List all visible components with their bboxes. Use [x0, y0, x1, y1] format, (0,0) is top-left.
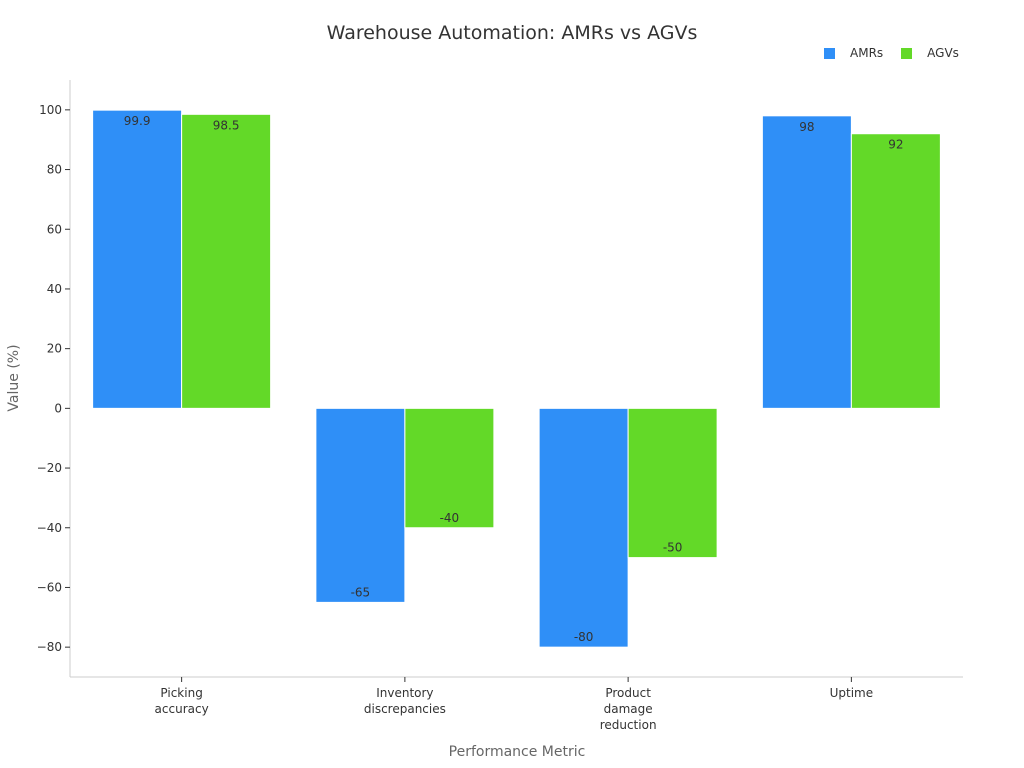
data-label: 98 [799, 120, 814, 134]
x-tick-label: damage [604, 702, 653, 716]
y-tick-label: 0 [54, 401, 62, 415]
y-tick-label: −20 [37, 461, 62, 475]
legend: AMRs AGVs [824, 46, 977, 60]
legend-label: AMRs [850, 46, 884, 60]
y-tick-label: 20 [47, 342, 62, 356]
data-label: 98.5 [213, 118, 240, 132]
data-label: 99.9 [124, 114, 151, 128]
y-axis-title: Value (%) [6, 344, 22, 411]
bar-agvs [181, 113, 272, 409]
bar-agvs [627, 407, 718, 559]
bar-amrs [92, 109, 183, 409]
y-tick-label: −60 [37, 580, 62, 594]
x-tick-label: discrepancies [364, 702, 446, 716]
y-tick-label: −40 [37, 521, 62, 535]
data-label: 92 [888, 138, 903, 152]
legend-label: AGVs [927, 46, 959, 60]
x-axis-title: Performance Metric [449, 744, 586, 760]
bar-amrs [761, 115, 852, 409]
x-tick-label: Uptime [830, 686, 874, 700]
legend-swatch [901, 47, 913, 59]
bar-amrs [315, 407, 406, 603]
x-tick-label: accuracy [155, 702, 209, 716]
bar-agvs [404, 407, 495, 529]
y-tick-label: −80 [37, 640, 62, 654]
bar-agvs [850, 133, 941, 409]
y-tick-label: 80 [47, 163, 62, 177]
data-label: -50 [663, 541, 683, 555]
x-tick-label: Picking [160, 686, 202, 700]
data-label: -65 [351, 585, 371, 599]
y-tick-label: 100 [39, 103, 62, 117]
data-label: -40 [440, 511, 460, 525]
y-tick-label: 60 [47, 222, 62, 236]
legend-item-agvs: AGVs [901, 46, 959, 60]
y-tick-label: 40 [47, 282, 62, 296]
chart-title: Warehouse Automation: AMRs vs AGVs [326, 22, 698, 44]
x-tick-label: reduction [600, 718, 657, 732]
x-tick-label: Inventory [376, 686, 433, 700]
bar-amrs [538, 407, 629, 648]
x-tick-label: Product [605, 686, 651, 700]
legend-item-amrs: AMRs [824, 46, 883, 60]
data-label: -80 [574, 630, 594, 644]
legend-swatch [824, 47, 835, 59]
